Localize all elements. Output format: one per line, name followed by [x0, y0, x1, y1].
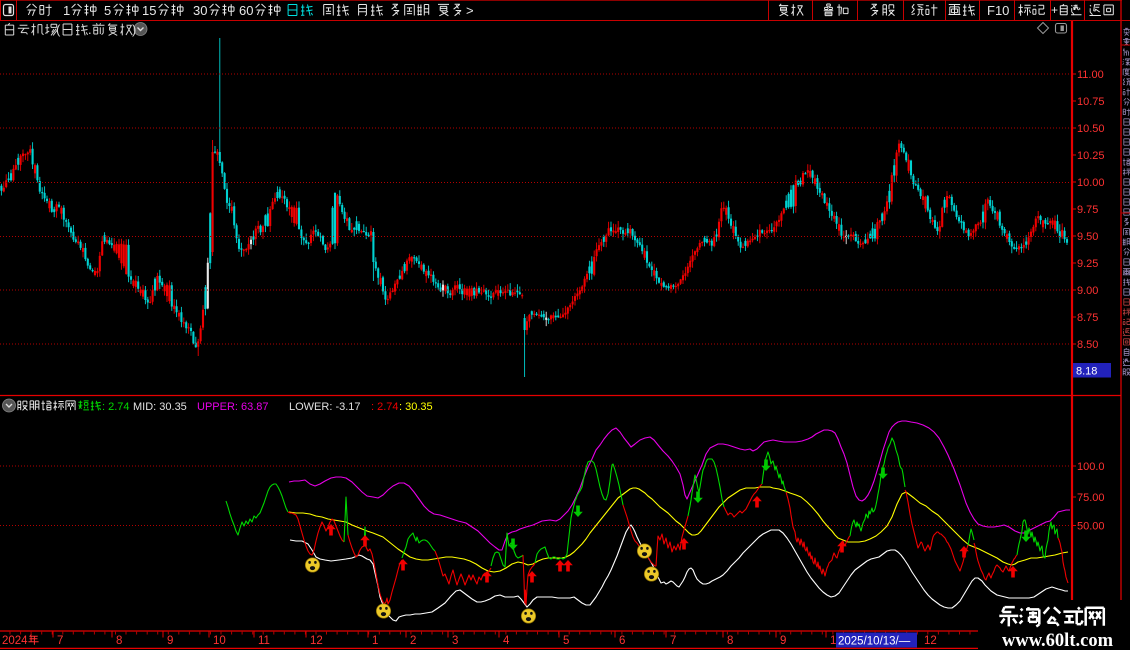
- svg-text:: 2.74: : 2.74: [371, 401, 399, 413]
- svg-text:75.00: 75.00: [1077, 492, 1105, 504]
- svg-text:9.75: 9.75: [1077, 204, 1098, 216]
- svg-text:11.00: 11.00: [1077, 69, 1104, 81]
- svg-text:11: 11: [258, 635, 270, 647]
- svg-text:10.00: 10.00: [1077, 177, 1105, 189]
- svg-text:(: (: [56, 22, 61, 37]
- svg-text:9.50: 9.50: [1077, 231, 1098, 243]
- svg-text:100.0: 100.0: [1077, 461, 1105, 473]
- svg-text:10.50: 10.50: [1077, 123, 1105, 135]
- svg-text:9: 9: [167, 635, 173, 647]
- svg-text:4: 4: [503, 635, 510, 647]
- svg-text:: 2.74: : 2.74: [102, 401, 130, 413]
- svg-text:50.00: 50.00: [1077, 521, 1105, 533]
- svg-text:2: 2: [410, 635, 416, 647]
- svg-text:LOWER: -3.17: LOWER: -3.17: [289, 401, 361, 413]
- svg-text:9.25: 9.25: [1077, 258, 1098, 270]
- svg-text:MID: 30.35: MID: 30.35: [133, 401, 187, 413]
- svg-text:7: 7: [57, 635, 63, 647]
- svg-text:10: 10: [213, 635, 226, 647]
- svg-text:5: 5: [563, 635, 569, 647]
- svg-text:): ): [132, 22, 136, 37]
- svg-text:F10: F10: [987, 3, 1009, 18]
- svg-text:8: 8: [727, 635, 733, 647]
- svg-text:1: 1: [830, 635, 836, 647]
- svg-text:.: .: [88, 22, 92, 37]
- svg-text:8.50: 8.50: [1077, 339, 1098, 351]
- svg-text:9.00: 9.00: [1077, 285, 1098, 297]
- svg-text:8.18: 8.18: [1076, 366, 1097, 378]
- svg-text:: 30.35: : 30.35: [399, 401, 433, 413]
- svg-text:10.75: 10.75: [1077, 96, 1105, 108]
- svg-text:+: +: [1051, 3, 1058, 17]
- svg-text:UPPER: 63.87: UPPER: 63.87: [197, 401, 269, 413]
- svg-text:7: 7: [670, 635, 676, 647]
- svg-text:8.75: 8.75: [1077, 312, 1098, 324]
- svg-text:6: 6: [619, 635, 625, 647]
- svg-text:12: 12: [310, 635, 323, 647]
- svg-text:2024: 2024: [2, 635, 28, 647]
- svg-text:60: 60: [239, 3, 253, 18]
- svg-text:30: 30: [193, 3, 207, 18]
- svg-text:www.60lt.com: www.60lt.com: [1002, 631, 1114, 650]
- svg-text:>: >: [466, 3, 474, 18]
- svg-text:1: 1: [372, 635, 378, 647]
- svg-text:10.25: 10.25: [1077, 150, 1105, 162]
- svg-text:3: 3: [452, 635, 458, 647]
- svg-text:1: 1: [63, 3, 70, 18]
- svg-text:9: 9: [780, 635, 786, 647]
- svg-text:12: 12: [924, 635, 937, 647]
- svg-text:8: 8: [116, 635, 122, 647]
- svg-text:15: 15: [142, 3, 156, 18]
- svg-text:5: 5: [104, 3, 111, 18]
- svg-text:2025/10/13/—: 2025/10/13/—: [838, 636, 911, 648]
